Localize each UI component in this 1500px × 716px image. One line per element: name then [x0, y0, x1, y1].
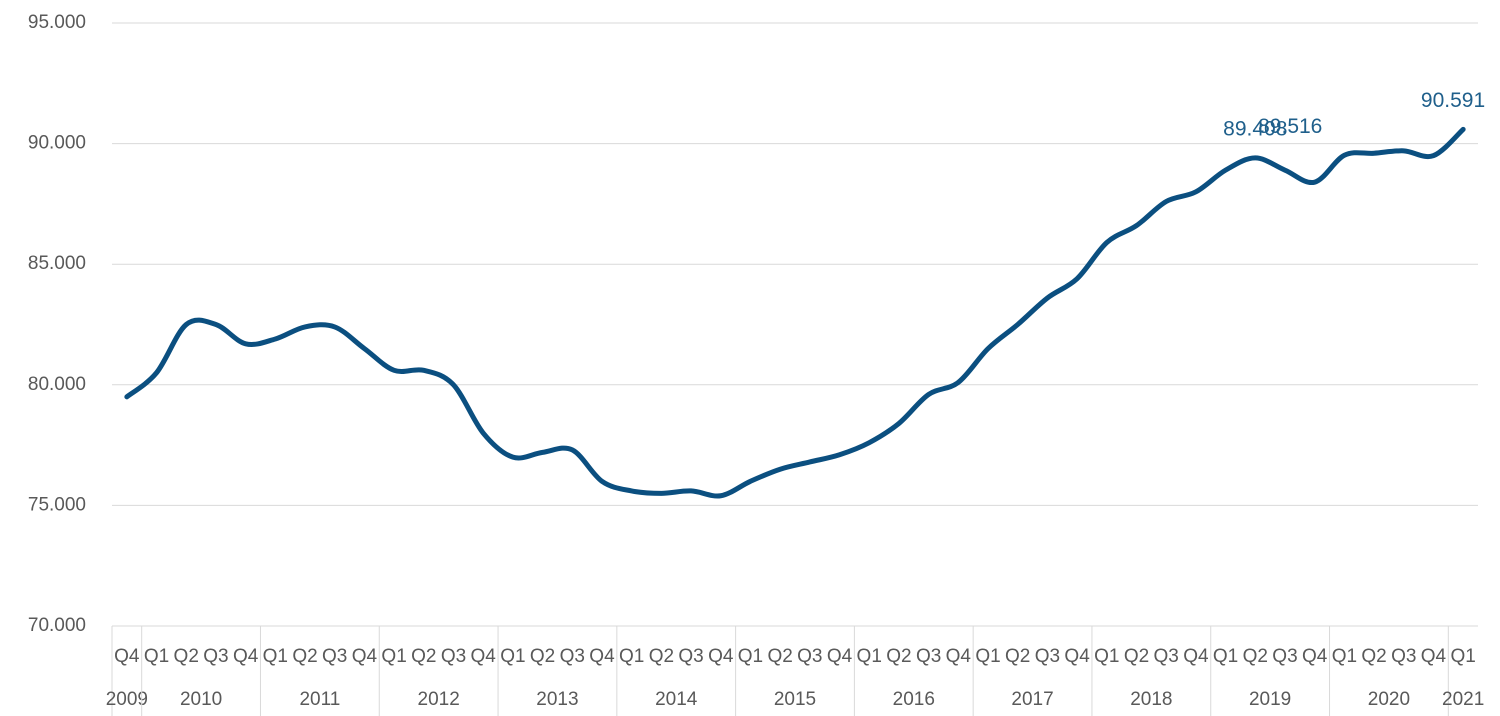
x-tick-label: Q2: [174, 646, 199, 667]
x-tick-label: Q3: [1035, 646, 1060, 667]
x-group-label: 2009: [106, 689, 148, 710]
x-tick-label: Q2: [1361, 646, 1386, 667]
y-tick-label: 70.000: [28, 615, 86, 636]
x-tick-label: Q3: [203, 646, 228, 667]
x-tick-label: Q4: [1064, 646, 1090, 667]
x-tick-label: Q3: [797, 646, 822, 667]
x-tick-label: Q4: [471, 646, 497, 667]
x-tick-label: Q3: [1272, 646, 1297, 667]
x-group-label: 2019: [1249, 689, 1291, 710]
x-group-label: 2021: [1442, 689, 1484, 710]
x-tick-label: Q1: [1332, 646, 1357, 667]
x-tick-label: Q1: [500, 646, 525, 667]
x-tick-label: Q1: [738, 646, 763, 667]
x-group-label: 2013: [536, 689, 578, 710]
x-tick-label: Q4: [233, 646, 259, 667]
data-label: 90.591: [1421, 89, 1485, 112]
y-tick-label: 75.000: [28, 494, 86, 515]
data-line: [124, 126, 1466, 499]
x-group-label: 2020: [1368, 689, 1410, 710]
x-group-label: 2014: [655, 689, 698, 710]
x-tick-label: Q4: [1183, 646, 1209, 667]
x-tick-label: Q1: [1213, 646, 1238, 667]
x-tick-label: Q4: [1421, 646, 1447, 667]
x-group-label: 2011: [299, 689, 340, 710]
x-tick-label: Q3: [916, 646, 941, 667]
x-tick-label: Q3: [1154, 646, 1179, 667]
x-tick-label: Q2: [292, 646, 317, 667]
x-tick-label: Q4: [1302, 646, 1328, 667]
x-tick-label: Q2: [649, 646, 674, 667]
y-tick-label: 95.000: [28, 12, 86, 33]
x-group-label: 2017: [1011, 689, 1053, 710]
x-group-label: 2010: [180, 689, 222, 710]
x-tick-label: Q1: [1450, 646, 1475, 667]
y-tick-label: 90.000: [28, 133, 86, 154]
x-tick-label: Q1: [619, 646, 644, 667]
x-tick-label: Q4: [114, 646, 140, 667]
x-tick-label: Q1: [263, 646, 288, 667]
y-tick-label: 85.000: [28, 253, 86, 274]
x-tick-label: Q4: [352, 646, 378, 667]
x-tick-label: Q3: [678, 646, 703, 667]
x-tick-label: Q4: [589, 646, 615, 667]
x-tick-label: Q1: [1094, 646, 1119, 667]
x-tick-label: Q2: [767, 646, 792, 667]
x-tick-label: Q2: [886, 646, 911, 667]
x-tick-label: Q1: [144, 646, 169, 667]
x-tick-label: Q2: [411, 646, 436, 667]
x-tick-label: Q1: [381, 646, 406, 667]
x-tick-label: Q4: [827, 646, 853, 667]
x-tick-label: Q3: [1391, 646, 1416, 667]
x-tick-label: Q3: [441, 646, 466, 667]
x-tick-label: Q2: [1124, 646, 1149, 667]
data-label: 89.408: [1223, 117, 1287, 140]
x-tick-label: Q4: [946, 646, 972, 667]
y-tick-label: 80.000: [28, 374, 86, 395]
x-tick-label: Q3: [322, 646, 347, 667]
x-group-label: 2016: [893, 689, 935, 710]
x-group-label: 2012: [418, 689, 460, 710]
x-tick-label: Q4: [708, 646, 734, 667]
x-tick-label: Q2: [530, 646, 555, 667]
x-group-label: 2018: [1130, 689, 1172, 710]
x-tick-label: Q3: [560, 646, 585, 667]
data-label: 89.516: [1258, 115, 1322, 138]
x-tick-label: Q1: [857, 646, 882, 667]
x-tick-label: Q2: [1243, 646, 1268, 667]
x-tick-label: Q2: [1005, 646, 1030, 667]
x-tick-label: Q1: [975, 646, 1000, 667]
x-group-label: 2015: [774, 689, 816, 710]
